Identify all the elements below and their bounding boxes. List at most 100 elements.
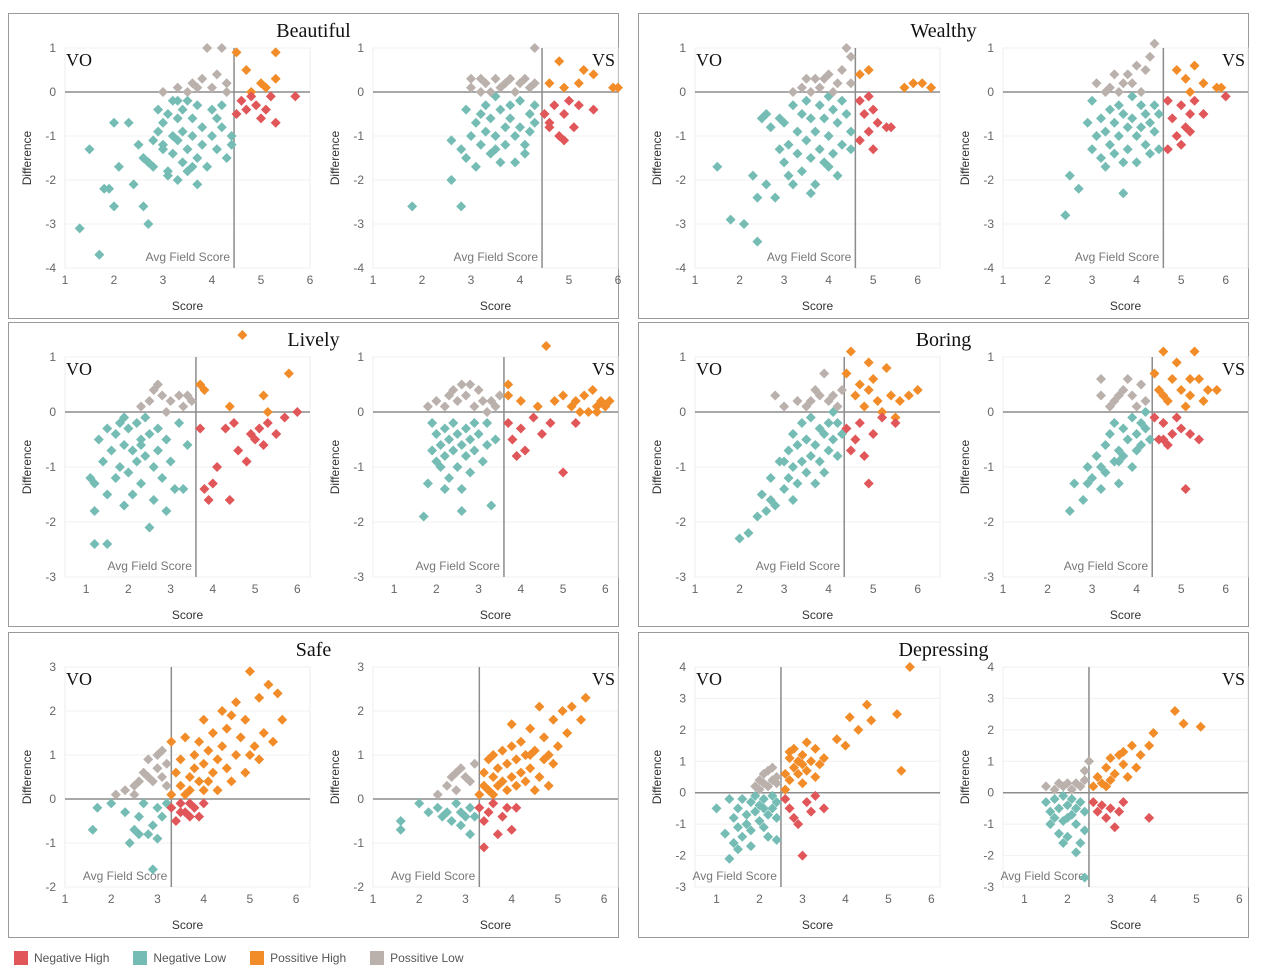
point-positive-high: [1169, 706, 1180, 716]
point-negative-low: [1145, 434, 1155, 445]
point-negative-low: [510, 131, 521, 141]
point-negative-low: [754, 816, 765, 826]
point-negative-low: [752, 236, 763, 247]
point-negative-high: [224, 495, 235, 505]
point-positive-low: [828, 390, 839, 401]
y-tick-label: 1: [49, 748, 56, 762]
point-positive-high: [1105, 753, 1116, 764]
point-negative-low: [724, 794, 735, 804]
legend-item-negative-low[interactable]: Negative Low: [133, 951, 226, 965]
point-negative-low: [745, 841, 756, 852]
point-negative-low: [1149, 100, 1160, 111]
point-positive-low: [1096, 390, 1106, 401]
point-positive-high: [588, 69, 599, 80]
panel-title: Wealthy: [910, 20, 976, 42]
x-tick-label: 4: [517, 273, 524, 287]
point-negative-high: [262, 418, 273, 428]
point-negative-low: [823, 161, 834, 172]
point-negative-low: [465, 467, 476, 478]
point-negative-low: [1122, 434, 1133, 445]
point-negative-low: [519, 139, 530, 150]
x-axis-title: Score: [802, 299, 834, 313]
point-negative-low: [1140, 423, 1151, 434]
y-tick-label: -2: [983, 173, 994, 187]
point-positive-low: [490, 73, 501, 84]
avg-field-score-label: Avg Field Score: [767, 250, 852, 264]
point-negative-low: [801, 434, 812, 445]
point-positive-high: [1118, 759, 1129, 770]
point-positive-high: [1167, 374, 1178, 384]
point-negative-low: [131, 418, 142, 428]
point-negative-low: [144, 429, 155, 439]
point-negative-low: [152, 802, 163, 813]
point-positive-low: [796, 82, 807, 93]
point-positive-high: [525, 750, 536, 760]
y-tick-label: -2: [983, 849, 994, 863]
point-positive-high: [244, 750, 255, 760]
point-positive-high: [532, 401, 543, 412]
point-positive-high: [904, 662, 915, 672]
point-negative-low: [157, 811, 168, 822]
point-positive-low: [448, 385, 459, 395]
point-negative-low: [127, 445, 138, 456]
avg-field-score-label: Avg Field Score: [391, 869, 476, 883]
point-positive-high: [203, 745, 214, 756]
point-positive-high: [525, 763, 536, 774]
point-negative-low: [1058, 790, 1069, 801]
legend-item-negative-high[interactable]: Negative High: [14, 951, 109, 965]
y-tick-label: 3: [49, 660, 56, 674]
point-negative-low: [783, 445, 794, 456]
point-negative-low: [178, 484, 189, 494]
point-negative-low: [810, 179, 821, 190]
point-positive-high: [844, 712, 855, 723]
point-positive-high: [241, 65, 252, 75]
y-tick-label: -2: [353, 515, 364, 529]
point-positive-low: [161, 407, 172, 417]
point-positive-low: [431, 396, 442, 406]
legend-label: Negative Low: [153, 951, 227, 965]
y-tick-label: -3: [675, 217, 686, 231]
point-negative-low: [466, 131, 476, 141]
point-negative-high: [220, 423, 231, 434]
point-negative-low: [177, 126, 188, 137]
point-negative-high: [497, 811, 508, 822]
point-negative-low: [1096, 113, 1106, 124]
point-negative-low: [750, 806, 761, 817]
y-tick-label: 0: [49, 405, 56, 419]
y-axis-title: Difference: [958, 749, 972, 804]
point-positive-high: [908, 78, 919, 89]
legend-item-positive-high[interactable]: Possitive High: [250, 951, 346, 965]
avg-field-score-label: Avg Field Score: [692, 869, 777, 883]
y-tick-label: 1: [987, 754, 994, 768]
subplot-vo: 1 0 -1 -2 -3 1 2 3 4 5 6 Avg Field Score VO Score Diff…: [650, 346, 941, 622]
subplot-vs: 4 3 2 1 0 -1 -2 -3 1 2 3 4 5 6 Avg Field Score VS Score D…: [958, 660, 1249, 932]
point-positive-low: [475, 87, 486, 97]
point-positive-high: [1109, 768, 1120, 779]
point-positive-low: [801, 73, 812, 84]
point-negative-low: [1087, 144, 1098, 155]
point-negative-low: [439, 484, 450, 494]
point-negative-high: [1189, 95, 1200, 106]
point-negative-low: [172, 135, 183, 146]
point-positive-high: [534, 772, 545, 782]
point-negative-low: [779, 456, 790, 467]
point-negative-low: [805, 451, 816, 461]
point-negative-low: [153, 126, 164, 137]
y-tick-label: -1: [45, 460, 56, 474]
point-positive-low: [477, 396, 488, 406]
point-negative-high: [241, 456, 252, 467]
point-negative-low: [1104, 104, 1115, 115]
point-positive-low: [771, 772, 782, 782]
point-negative-high: [863, 91, 874, 102]
x-axis-title: Score: [172, 299, 204, 313]
point-negative-low: [774, 113, 785, 124]
point-negative-low: [1145, 148, 1155, 159]
point-negative-high: [1220, 91, 1231, 102]
legend-item-positive-low[interactable]: Possitive Low: [370, 951, 464, 965]
panel-lively: Lively 1 0 -1 -2 -3 1 2 3 4 5 6 Avg Field Score VO Sco…: [8, 322, 619, 627]
point-positive-low: [157, 772, 168, 782]
point-positive-high: [840, 740, 851, 751]
point-positive-high: [217, 706, 228, 716]
point-negative-low: [127, 489, 138, 500]
point-positive-low: [1122, 374, 1133, 384]
